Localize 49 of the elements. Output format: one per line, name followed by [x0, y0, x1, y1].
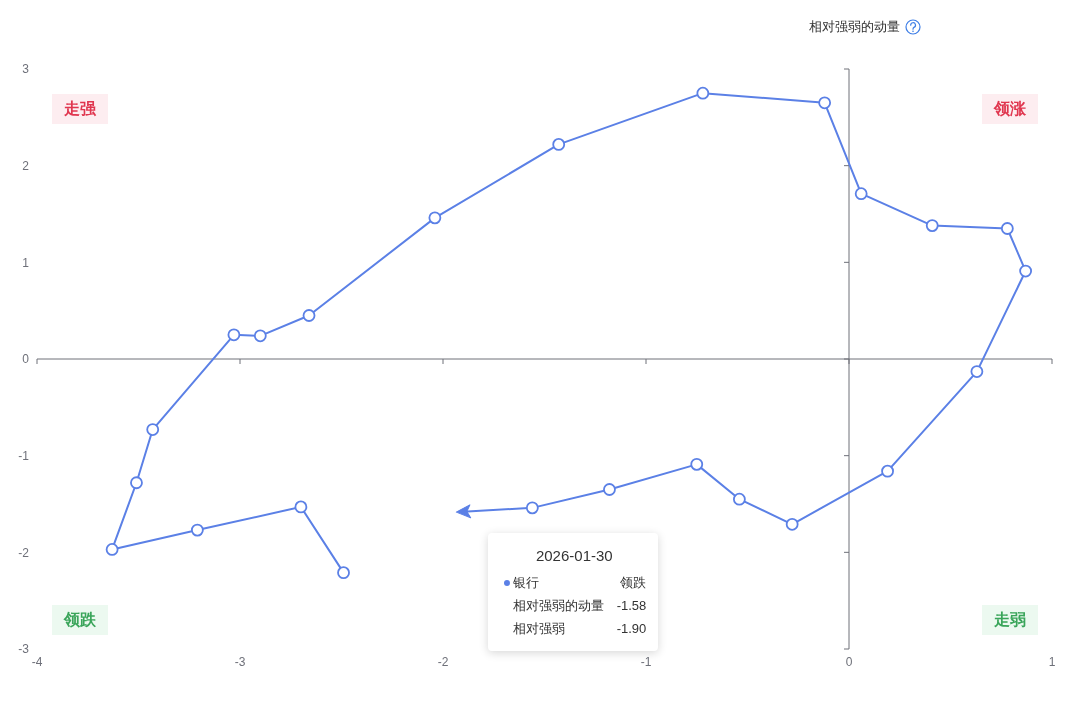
point [1000, 222, 1014, 235]
y-tick-label: 2 [22, 158, 30, 173]
point [130, 476, 143, 490]
x-tick-label: -3 [234, 654, 246, 669]
annotation: 走强 [52, 94, 108, 124]
annotation: 领跌 [52, 605, 108, 635]
point [105, 543, 119, 556]
point [818, 96, 832, 110]
annotation: 走弱 [982, 605, 1038, 635]
point [190, 523, 204, 537]
legend-label: 银行 [513, 573, 540, 592]
annotation: 2026-01-30 [534, 545, 614, 566]
point [294, 500, 308, 514]
point [603, 483, 616, 496]
x-tick-label: -2 [437, 654, 449, 669]
point [970, 365, 984, 378]
x-tick-label: 1 [1048, 654, 1056, 669]
point [525, 501, 539, 515]
y-tick-label: 0 [22, 352, 30, 367]
x-tick-label: -1 [640, 654, 652, 669]
point [854, 187, 868, 201]
point [337, 566, 350, 580]
point [690, 457, 704, 471]
y-tick-label: 3 [22, 62, 30, 77]
annotation: 相对强弱的动量 [513, 596, 605, 615]
x-tick-label: -4 [31, 654, 43, 669]
annotation: 领跌 [620, 573, 647, 592]
y-tick-label: 1 [22, 255, 30, 270]
point [732, 492, 746, 506]
point [696, 86, 710, 100]
point [146, 423, 160, 436]
point [1019, 264, 1033, 278]
point [302, 309, 316, 322]
annotation: -1.90 [616, 619, 647, 638]
y-axis-title: 相对强弱的动量 [809, 18, 900, 36]
annotation: 领涨 [982, 94, 1038, 124]
point [253, 329, 267, 343]
point [428, 211, 442, 225]
y-tick-label: -1 [18, 448, 30, 463]
y-tick-label: -3 [18, 642, 30, 657]
point [881, 464, 894, 478]
point [785, 517, 799, 531]
x-tick-label: 0 [845, 654, 853, 669]
point [552, 138, 566, 151]
point [925, 219, 939, 232]
point [227, 328, 241, 342]
annotation: 相对强弱 [513, 619, 566, 638]
y-tick-label: -2 [18, 545, 30, 560]
annotation: -1.58 [616, 596, 647, 615]
